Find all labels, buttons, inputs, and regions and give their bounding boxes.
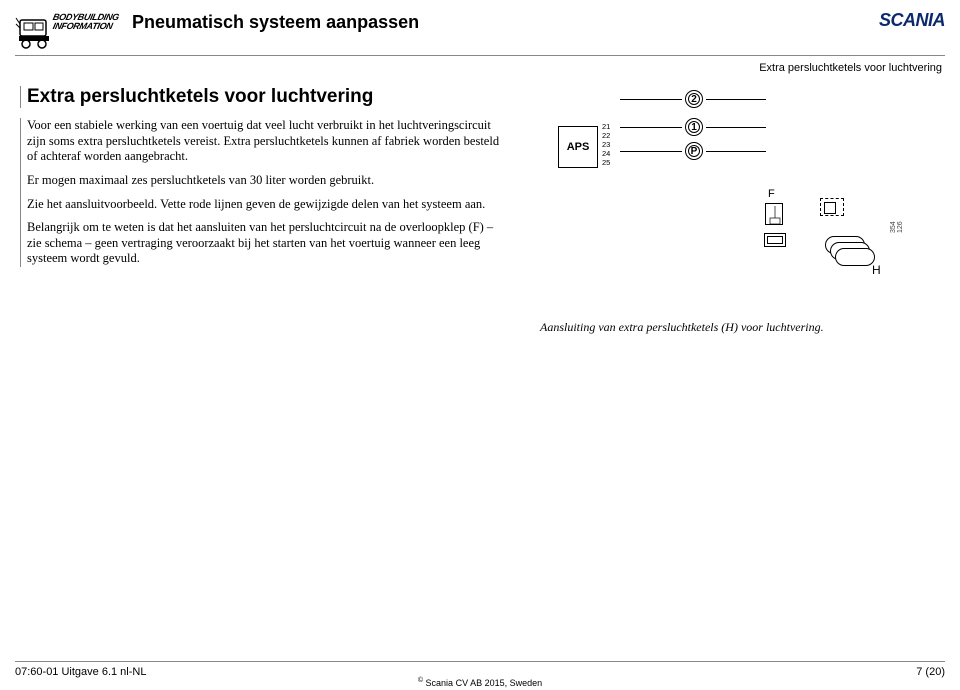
bodybuilder-logo: BODYBUILDING INFORMATION <box>15 10 110 52</box>
section-heading: Extra persluchtketels voor luchtvering <box>27 86 500 108</box>
port-25: 25 <box>602 158 610 167</box>
aps-block: APS <box>558 126 598 168</box>
paragraph-4: Belangrijk om te weten is dat het aanslu… <box>27 220 500 267</box>
aps-port-numbers: 21 22 23 24 25 <box>602 122 610 167</box>
pneumatic-diagram: APS 21 22 23 24 25 2 1 P F H 354 126 <box>540 98 910 328</box>
bodybuilder-text: BODYBUILDING INFORMATION <box>53 12 119 31</box>
copyright-text: Scania CV AB 2015, Sweden <box>426 678 543 688</box>
valve-icon <box>820 198 844 216</box>
truck-icon <box>15 14 55 50</box>
port-23: 23 <box>602 140 610 149</box>
paragraph-1: Voor een stabiele werking van een voertu… <box>27 118 500 165</box>
paragraph-3: Zie het aansluitvoorbeeld. Vette rode li… <box>27 197 500 213</box>
copyright: © Scania CV AB 2015, Sweden <box>0 677 960 688</box>
node-p: P <box>685 142 703 160</box>
circuit-line <box>620 99 682 100</box>
document-title: Pneumatisch systeem aanpassen <box>132 12 419 33</box>
port-21: 21 <box>602 122 610 131</box>
port-24: 24 <box>602 149 610 158</box>
f-label: F <box>768 188 775 200</box>
circuit-line <box>706 127 766 128</box>
main-content: Extra persluchtketels voor luchtvering V… <box>20 86 500 277</box>
scania-logo: SCANIA <box>879 10 945 31</box>
circuit-line <box>620 127 682 128</box>
circuit-line <box>706 99 766 100</box>
air-tank-icon <box>835 248 875 266</box>
node-1: 1 <box>685 118 703 136</box>
circuit-line <box>620 151 682 152</box>
figure-caption: Aansluiting van extra persluchtketels (H… <box>540 320 910 335</box>
circuit-line <box>706 151 766 152</box>
port-22: 22 <box>602 131 610 140</box>
header-subtitle: Extra persluchtketels voor luchtvering <box>759 62 942 74</box>
page-footer: 07:60-01 Uitgave 6.1 nl-NL 7 (20) <box>15 661 945 678</box>
diagram-id: 354 126 <box>890 213 904 233</box>
node-2: 2 <box>685 90 703 108</box>
h-label: H <box>872 263 881 277</box>
page-header: BODYBUILDING INFORMATION Pneumatisch sys… <box>15 10 945 56</box>
bb-line2: INFORMATION <box>52 21 120 31</box>
f-block-icon <box>766 204 784 226</box>
f-block <box>765 203 783 225</box>
overflow-valve-icon <box>764 233 786 247</box>
paragraph-2: Er mogen maximaal zes persluchtketels va… <box>27 173 500 189</box>
